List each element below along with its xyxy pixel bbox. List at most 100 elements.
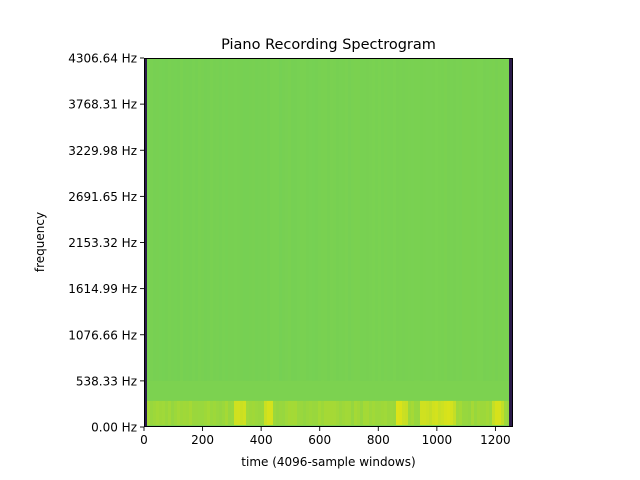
spectrogram-column	[450, 58, 453, 381]
spectrogram-column	[261, 58, 264, 381]
spectrogram-energy-cell	[234, 400, 237, 425]
spectrogram-column	[414, 58, 417, 381]
spectrogram-energy-cell	[486, 400, 489, 425]
spectrogram-energy-cell	[435, 400, 438, 425]
spectrogram-column	[342, 58, 345, 381]
spectrogram-energy-cell	[357, 400, 360, 425]
spectrogram-energy-cell	[162, 400, 165, 425]
x-tick-label: 0	[140, 433, 148, 447]
spectrogram-column	[315, 58, 318, 381]
spectrogram-column	[279, 58, 282, 381]
spectrogram-column	[270, 58, 273, 381]
spectrogram-energy-cell	[381, 400, 384, 425]
spectrogram-column	[297, 58, 300, 381]
spectrogram-energy-cell	[213, 400, 216, 425]
plot-frame	[144, 58, 513, 427]
spectrogram-background	[144, 58, 513, 427]
spectrogram-column	[351, 58, 354, 381]
spectrogram-energy-cell	[276, 400, 279, 425]
spectrogram-energy-cell	[186, 400, 189, 425]
x-tick-label: 400	[250, 433, 273, 447]
spectrogram-energy-cell	[261, 400, 264, 425]
spectrogram-energy-cell	[504, 400, 507, 425]
spectrogram-energy-cell	[423, 400, 426, 425]
spectrogram-energy-cell	[300, 400, 303, 425]
spectrogram-energy-cell	[150, 400, 153, 425]
spectrogram-column	[195, 58, 198, 381]
spectrogram-energy-cell	[180, 400, 183, 425]
spectrogram-column	[459, 58, 462, 381]
spectrogram-column	[198, 58, 201, 381]
spectrogram-column	[288, 58, 291, 381]
spectrogram-energy-cell	[255, 400, 258, 425]
spectrogram-column	[426, 58, 429, 381]
y-tick-label: 2153.32 Hz	[68, 236, 137, 250]
spectrogram-column	[240, 58, 243, 381]
spectrogram-column	[330, 58, 333, 381]
spectrogram-energy-cell	[273, 400, 276, 425]
spectrogram-energy-cell	[459, 400, 462, 425]
spectrogram-energy-cell	[192, 400, 195, 425]
spectrogram-energy-cell	[480, 400, 483, 425]
spectrogram-column	[438, 58, 441, 381]
spectrogram-energy-cell	[204, 400, 207, 425]
spectrogram-column	[246, 58, 249, 381]
spectrogram-column	[291, 58, 294, 381]
spectrogram-energy-cell	[390, 400, 393, 425]
spectrogram-energy-cell	[351, 400, 354, 425]
spectrogram-energy-cell	[420, 400, 423, 425]
spectrogram-column	[150, 58, 153, 381]
spectrogram-column	[468, 58, 471, 381]
spectrogram-column	[204, 58, 207, 381]
spectrogram-column	[480, 58, 483, 381]
y-tick-label: 2691.65 Hz	[68, 190, 137, 204]
spectrogram-column	[234, 58, 237, 381]
spectrogram-energy-cell	[183, 400, 186, 425]
spectrogram-columns	[144, 58, 513, 427]
spectrogram-column	[435, 58, 438, 381]
spectrogram-column	[393, 58, 396, 381]
spectrogram-energy-cell	[159, 400, 162, 425]
spectrogram-column	[486, 58, 489, 381]
spectrogram-energy-cell	[462, 400, 465, 425]
spectrogram-energy-cell	[474, 400, 477, 425]
y-tick-label: 4306.64 Hz	[68, 52, 137, 66]
spectrogram-column	[372, 58, 375, 381]
y-tick-label: 0.00 Hz	[91, 421, 137, 435]
spectrogram-column	[321, 58, 324, 381]
spectrogram-column	[324, 58, 327, 381]
y-tick-label: 538.33 Hz	[76, 374, 137, 388]
spectrogram-energy-cell	[207, 400, 210, 425]
spectrogram-column	[396, 58, 399, 381]
spectrogram-energy-cell	[507, 400, 510, 425]
spectrogram-column	[183, 58, 186, 381]
y-axis-label: frequency	[33, 212, 47, 272]
spectrogram-column	[312, 58, 315, 381]
spectrogram-column	[213, 58, 216, 381]
spectrogram-energy-cell	[360, 400, 363, 425]
spectrogram-column	[300, 58, 303, 381]
spectrogram-column	[495, 58, 498, 381]
spectrogram-energy-cell	[219, 400, 222, 425]
spectrogram-energy-cell	[282, 400, 285, 425]
spectrogram-energy-cell	[171, 400, 174, 425]
spectrogram-column	[237, 58, 240, 381]
spectrogram-column	[360, 58, 363, 381]
spectrogram-column	[276, 58, 279, 381]
spectrogram-energy-cell	[444, 400, 447, 425]
y-tick-label: 3768.31 Hz	[68, 98, 137, 112]
spectrogram-column	[498, 58, 501, 381]
spectrogram-column	[477, 58, 480, 381]
spectrogram-energy-cell	[366, 400, 369, 425]
spectrogram-energy-cell	[495, 400, 498, 425]
spectrogram-energy-cell	[267, 400, 270, 425]
spectrogram-energy-cell	[393, 400, 396, 425]
spectrogram-energy-cell	[447, 400, 450, 425]
spectrogram-column	[381, 58, 384, 381]
spectrogram-column	[375, 58, 378, 381]
spectrogram-energy-cell	[471, 400, 474, 425]
spectrogram-edge-right	[509, 58, 513, 427]
spectrogram-energy-cell	[222, 400, 225, 425]
spectrogram-column	[165, 58, 168, 381]
